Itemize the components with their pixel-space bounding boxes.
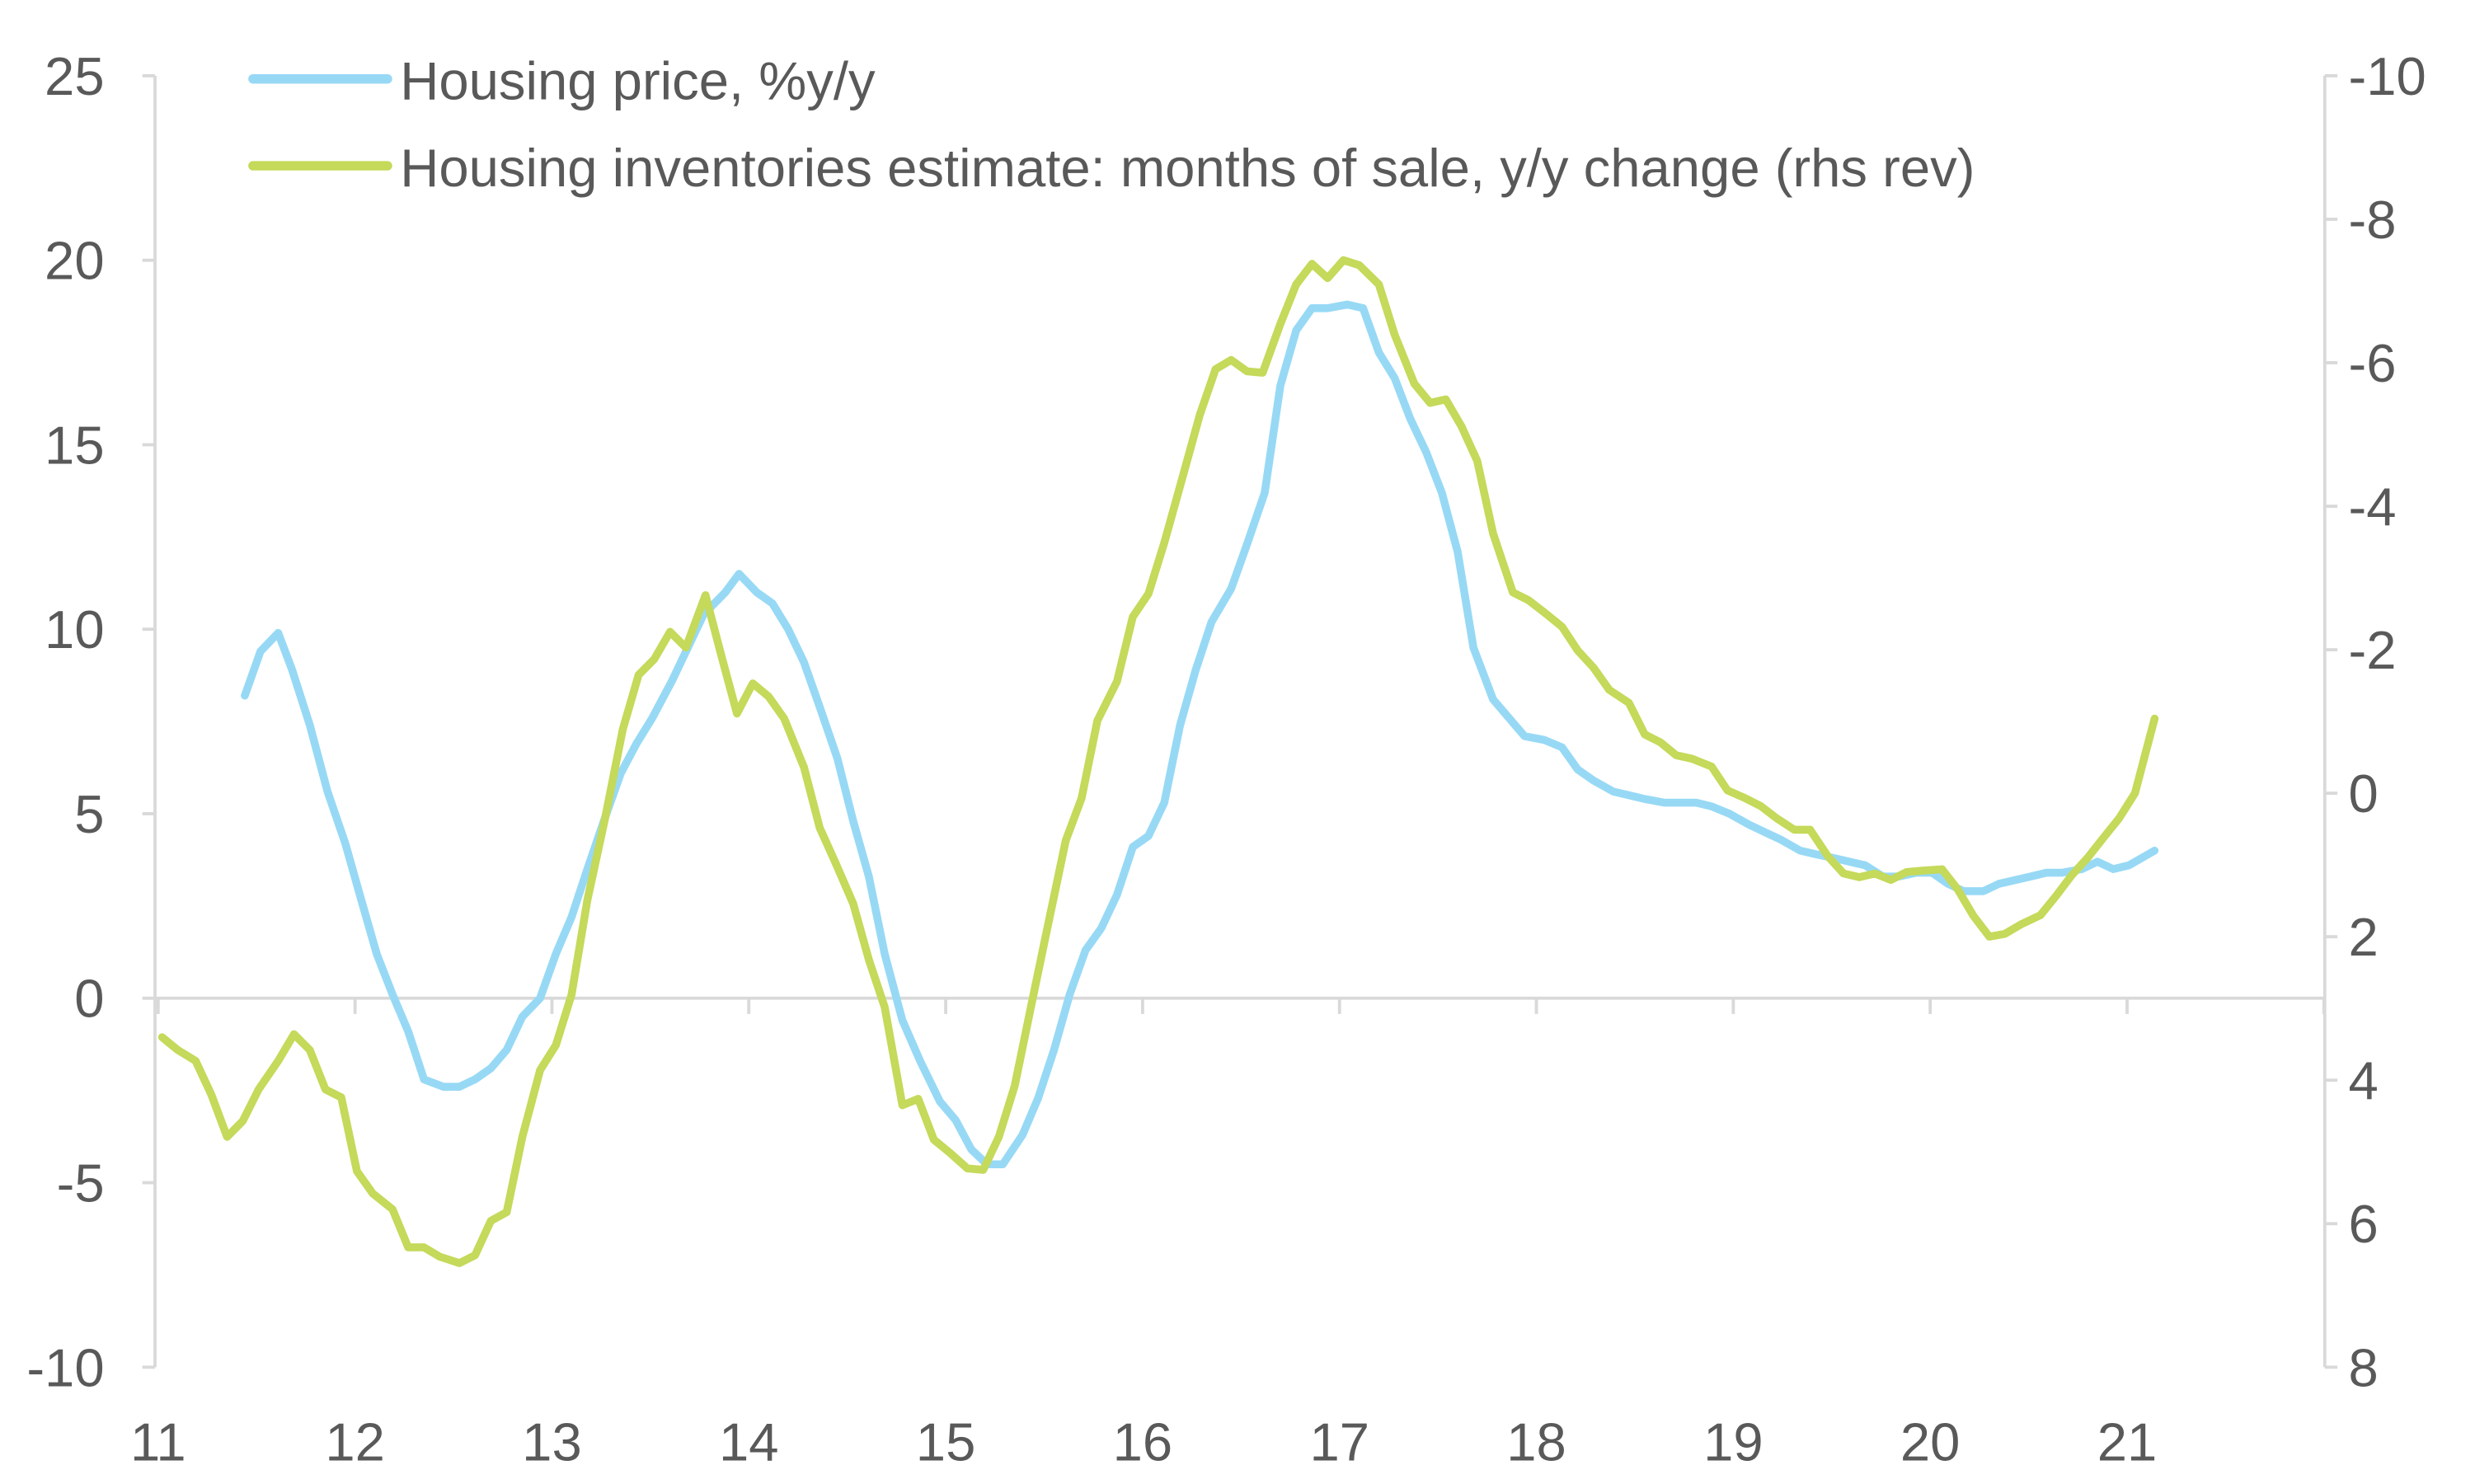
series-lines — [157, 256, 2159, 1267]
x-tick-label: 11 — [130, 1411, 186, 1472]
x-tick-label: 13 — [522, 1411, 582, 1472]
y-tick-label: 5 — [74, 784, 104, 844]
y2-tick-label: 6 — [2349, 1194, 2379, 1254]
x-tick-label: 15 — [916, 1411, 976, 1472]
y2-tick-label: -8 — [2349, 190, 2397, 250]
series-line-housing-price — [241, 300, 2159, 1169]
y-tick-label: 25 — [45, 46, 105, 106]
y2-tick-label: 4 — [2349, 1050, 2379, 1111]
y2-tick-label: 0 — [2349, 763, 2379, 824]
y2-tick-label: -2 — [2349, 620, 2397, 680]
y-tick-label: -5 — [57, 1153, 105, 1214]
legend-label-housing-inventories: Housing inventories estimate: months of … — [400, 138, 1975, 198]
x-tick-label: 16 — [1113, 1411, 1173, 1472]
x-tick-label: 12 — [325, 1411, 385, 1472]
y-tick-label: 20 — [45, 231, 105, 291]
x-tick-label: 19 — [1703, 1411, 1763, 1472]
legend-label-housing-price: Housing price, %y/y — [400, 51, 876, 111]
x-tick-label: 17 — [1309, 1411, 1369, 1472]
x-tick-label: 18 — [1506, 1411, 1566, 1472]
y2-tick-label: -6 — [2349, 333, 2397, 393]
y-tick-label: 0 — [74, 969, 104, 1029]
y2-tick-label: 8 — [2349, 1337, 2379, 1397]
x-tick-label: 14 — [719, 1411, 779, 1472]
y2-tick-label: -10 — [2349, 46, 2426, 106]
y2-tick-label: -4 — [2349, 477, 2397, 537]
y-tick-label: 15 — [45, 415, 105, 475]
y-tick-label: -10 — [26, 1337, 104, 1397]
x-tick-label: 20 — [1900, 1411, 1961, 1472]
axes: 25 20 15 10 5 0 -5 -10 -10 -8 -6 -4 -2 0 2 4 6 8 11 12 13 14 1… — [26, 46, 2426, 1472]
x-tick-label: 21 — [2097, 1411, 2158, 1472]
y2-tick-label: 2 — [2349, 907, 2379, 967]
legend: Housing price, %y/y Housing inventories … — [248, 51, 1975, 198]
y-tick-label: 10 — [45, 599, 105, 660]
series-line-housing-inventories — [157, 256, 2159, 1267]
